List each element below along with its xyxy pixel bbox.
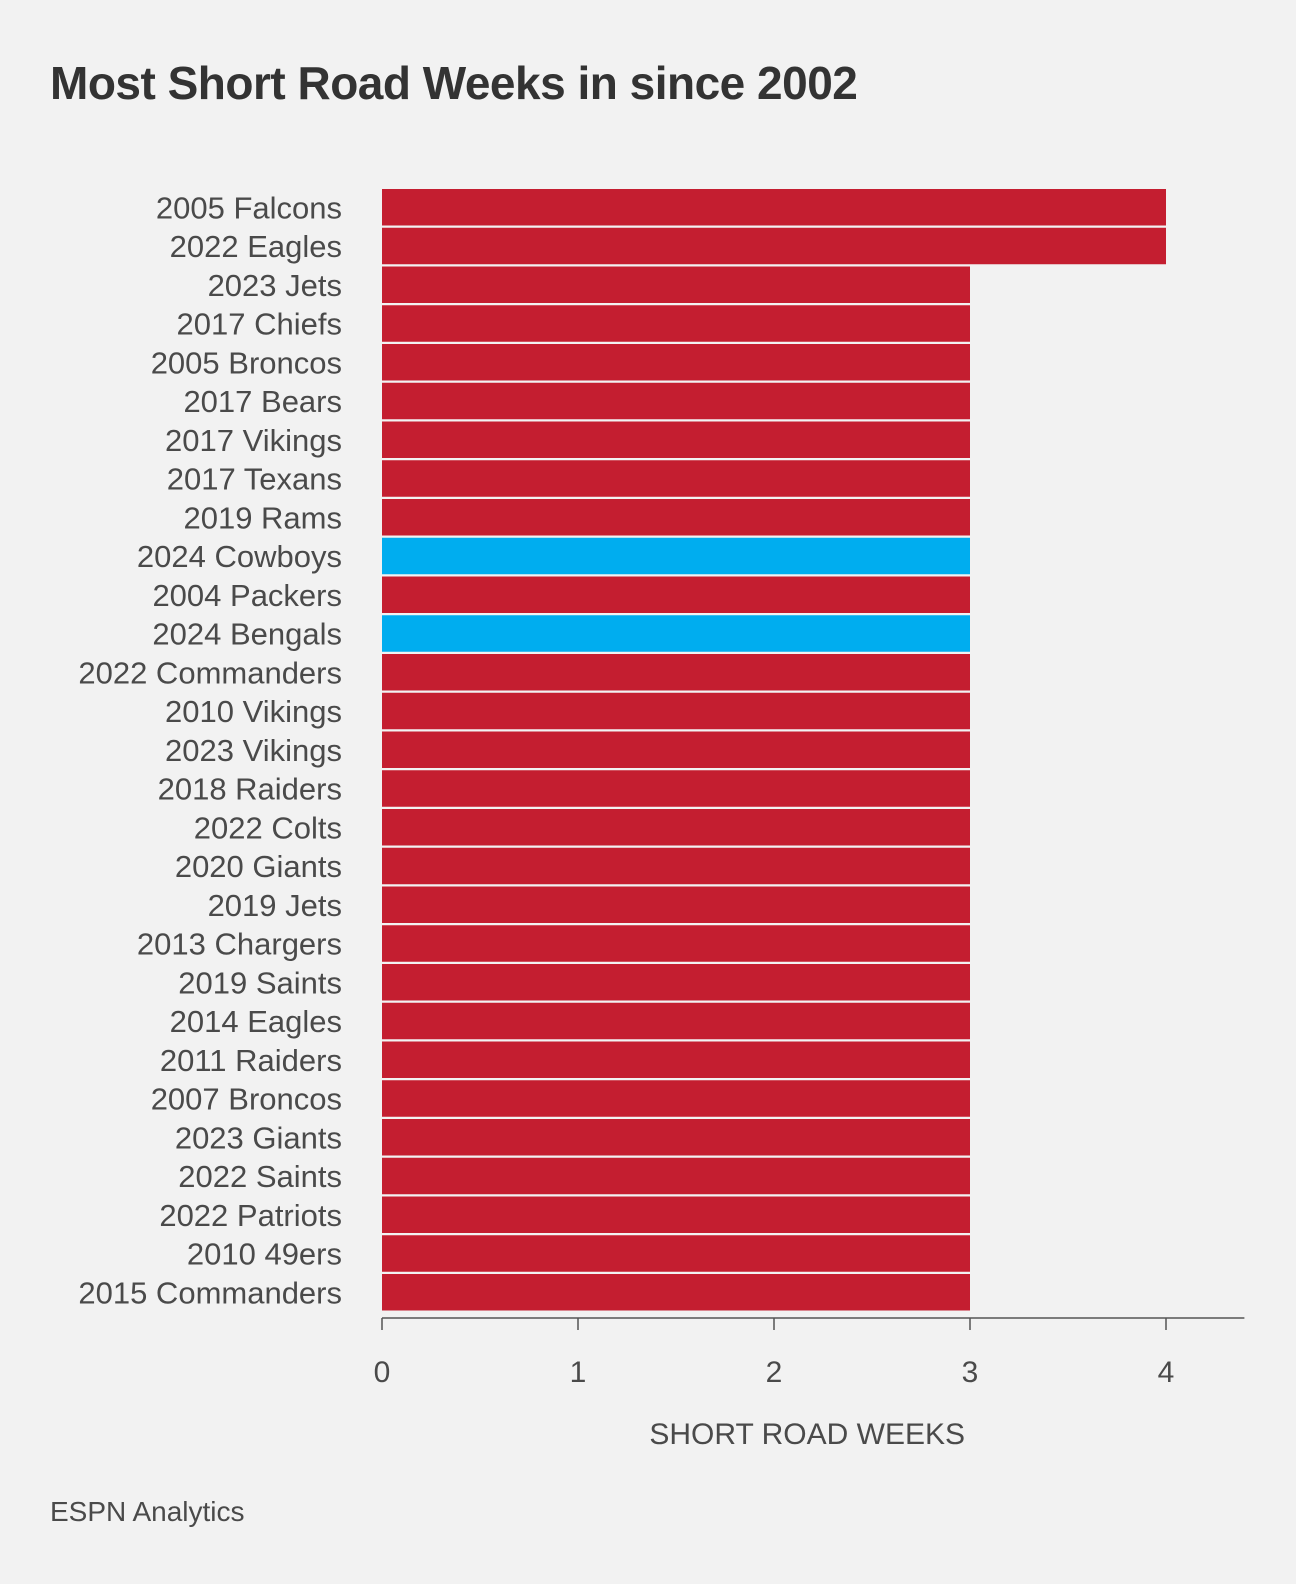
category-label: 2023 Vikings (165, 733, 342, 768)
category-label: 2019 Jets (208, 888, 342, 923)
bar-2015-commanders (382, 1274, 970, 1311)
category-label: 2024 Bengals (152, 617, 342, 652)
bar-2018-raiders (382, 770, 970, 807)
bar-2023-vikings (382, 731, 970, 768)
x-tick-label: 4 (1158, 1356, 1175, 1389)
bar-2022-patriots (382, 1196, 970, 1233)
x-axis-title: SHORT ROAD WEEKS (649, 1418, 965, 1451)
bar-2022-colts (382, 809, 970, 846)
bar-2022-commanders (382, 654, 970, 691)
bar-2023-jets (382, 266, 970, 303)
bar-2010-vikings (382, 692, 970, 730)
category-label: 2017 Bears (183, 384, 342, 419)
bar-2013-chargers (382, 925, 970, 962)
x-tick-label: 1 (570, 1356, 587, 1389)
category-label: 2013 Chargers (137, 927, 342, 962)
bar-2005-falcons (382, 189, 1166, 226)
x-tick-label: 2 (766, 1356, 783, 1389)
bar-2010-49ers (382, 1235, 970, 1272)
category-label: 2004 Packers (152, 578, 342, 613)
category-label: 2024 Cowboys (137, 539, 342, 574)
category-label: 2015 Commanders (78, 1275, 342, 1310)
category-label: 2019 Saints (178, 965, 342, 1000)
category-label: 2017 Vikings (165, 423, 342, 458)
bar-2017-chiefs (382, 305, 970, 342)
category-label: 2018 Raiders (158, 772, 342, 807)
category-label: 2023 Giants (175, 1120, 342, 1155)
category-label: 2023 Jets (208, 268, 342, 303)
bar-2022-eagles (382, 227, 1166, 265)
category-label: 2007 Broncos (151, 1082, 342, 1117)
bar-2014-eagles (382, 1002, 970, 1040)
category-label: 2022 Colts (194, 810, 342, 845)
bar-2022-saints (382, 1157, 970, 1195)
bar-2019-saints (382, 964, 970, 1001)
x-tick-label: 0 (374, 1356, 391, 1389)
category-label: 2022 Eagles (170, 229, 342, 264)
category-label: 2017 Texans (167, 462, 342, 497)
bar-2005-broncos (382, 344, 970, 381)
category-label: 2011 Raiders (160, 1043, 342, 1078)
bar-2004-packers (382, 576, 970, 613)
bar-2019-rams (382, 499, 970, 536)
bar-2019-jets (382, 886, 970, 923)
source-credit: ESPN Analytics (50, 1496, 245, 1527)
bar-2017-bears (382, 382, 970, 420)
category-label: 2022 Saints (178, 1159, 342, 1194)
x-tick-label: 3 (962, 1356, 979, 1389)
category-label: 2005 Broncos (151, 345, 342, 380)
category-label: 2010 Vikings (165, 694, 342, 729)
bar-2011-raiders (382, 1041, 970, 1078)
category-label: 2005 Falcons (156, 190, 342, 225)
category-label: 2019 Rams (183, 500, 342, 535)
bar-2017-texans (382, 460, 970, 497)
bar-2023-giants (382, 1119, 970, 1156)
category-label: 2017 Chiefs (177, 307, 342, 342)
category-label: 2020 Giants (175, 849, 342, 884)
bar-2007-broncos (382, 1080, 970, 1117)
category-label: 2014 Eagles (170, 1004, 342, 1039)
category-label: 2010 49ers (187, 1237, 342, 1272)
bar-2024-cowboys (382, 537, 970, 575)
chart-title: Most Short Road Weeks in since 2002 (50, 57, 858, 109)
category-label: 2022 Commanders (78, 655, 342, 690)
category-label: 2022 Patriots (159, 1198, 342, 1233)
bar-2020-giants (382, 847, 970, 885)
bar-2024-bengals (382, 615, 970, 652)
bar-2017-vikings (382, 421, 970, 458)
